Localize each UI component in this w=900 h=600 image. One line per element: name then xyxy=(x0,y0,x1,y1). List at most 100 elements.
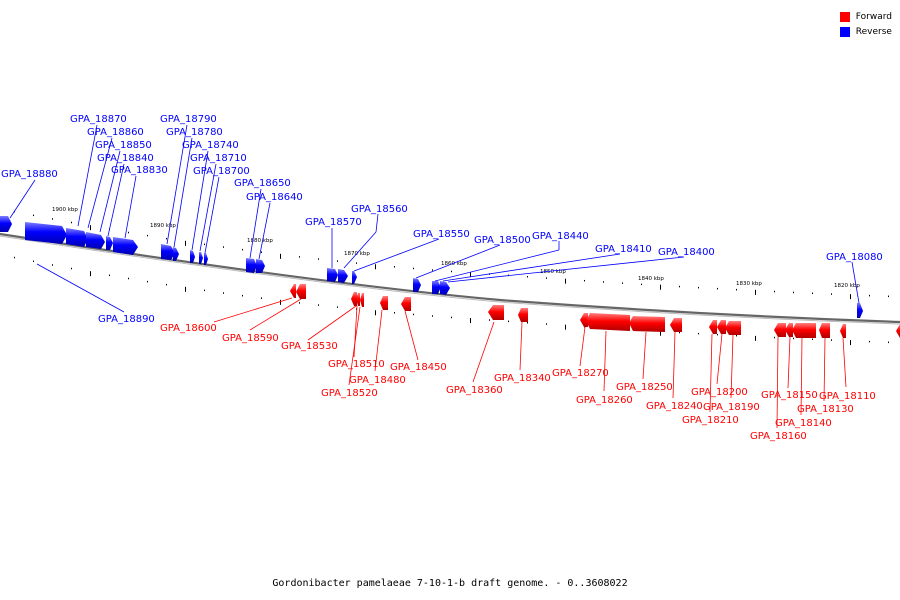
gene-label[interactable]: GPA_18260 xyxy=(576,395,633,406)
gene-arrow-forward[interactable] xyxy=(709,320,717,334)
gene-arrow-forward[interactable] xyxy=(792,323,816,338)
gene-label[interactable]: GPA_18150 xyxy=(761,390,818,401)
gene-arrow-forward[interactable] xyxy=(296,284,306,299)
gene-label[interactable]: GPA_18640 xyxy=(246,192,303,203)
gene-arrow-reverse[interactable] xyxy=(0,216,12,232)
tick-mark xyxy=(71,267,72,270)
gene-arrow-forward[interactable] xyxy=(785,323,793,337)
gene-arrow-reverse[interactable] xyxy=(432,281,441,294)
gene-label[interactable]: GPA_18840 xyxy=(97,153,154,164)
gene-arrow-forward[interactable] xyxy=(586,313,630,331)
gene-label[interactable]: GPA_18780 xyxy=(166,127,223,138)
gene-label[interactable]: GPA_18110 xyxy=(819,391,876,402)
gene-label[interactable]: GPA_18560 xyxy=(351,204,408,215)
forward-swatch xyxy=(839,11,850,22)
gene-arrow-reverse[interactable] xyxy=(161,244,175,260)
gene-label[interactable]: GPA_18480 xyxy=(349,375,406,386)
gene-label[interactable]: GPA_18740 xyxy=(182,140,239,151)
gene-arrow-forward[interactable] xyxy=(670,318,682,332)
gene-arrow-forward[interactable] xyxy=(290,284,296,298)
gene-arrow-forward[interactable] xyxy=(401,297,411,311)
gene-label[interactable]: GPA_18140 xyxy=(775,418,832,429)
gene-label[interactable]: GPA_18080 xyxy=(826,252,883,263)
gene-label[interactable]: GPA_18880 xyxy=(1,169,58,180)
gene-arrow-reverse[interactable] xyxy=(113,237,138,255)
gene-arrow-reverse[interactable] xyxy=(199,252,203,264)
major-ticks: 1900 kbp 1890 kbp 1880 kbp 1870 kbp 1860… xyxy=(52,207,860,289)
gene-arrow-reverse[interactable] xyxy=(413,278,421,292)
gene-arrow-forward[interactable] xyxy=(896,324,900,338)
tick-mark xyxy=(451,270,452,273)
gene-arrow-reverse[interactable] xyxy=(857,303,863,318)
gene-label[interactable]: GPA_18570 xyxy=(305,217,362,228)
gene-label[interactable]: GPA_18500 xyxy=(474,235,531,246)
gene-label[interactable]: GPA_18190 xyxy=(703,402,760,413)
gene-label[interactable]: GPA_18650 xyxy=(234,178,291,189)
legend-forward: Forward xyxy=(839,9,892,24)
gene-arrow-forward[interactable] xyxy=(717,320,726,334)
gene-label[interactable]: GPA_18520 xyxy=(321,388,378,399)
gene-arrow-reverse[interactable] xyxy=(256,259,265,273)
gene-arrow-forward[interactable] xyxy=(380,296,388,310)
gene-arrow-forward[interactable] xyxy=(518,308,528,322)
gene-label[interactable]: GPA_18870 xyxy=(70,114,127,125)
tick-mark xyxy=(147,234,148,237)
gene-label[interactable]: GPA_18440 xyxy=(532,231,589,242)
tick-label: 1880 kbp xyxy=(247,238,273,244)
gene-arrow-forward[interactable] xyxy=(351,292,357,306)
gene-arrow-forward[interactable] xyxy=(629,316,665,332)
gene-label[interactable]: GPA_18360 xyxy=(446,385,503,396)
gene-label[interactable]: GPA_18450 xyxy=(390,362,447,373)
gene-label[interactable]: GPA_18530 xyxy=(281,341,338,352)
gene-label[interactable]: GPA_18710 xyxy=(190,153,247,164)
gene-label[interactable]: GPA_18850 xyxy=(95,140,152,151)
gene-arrow-forward[interactable] xyxy=(580,313,588,327)
gene-arrow-reverse[interactable] xyxy=(190,250,195,263)
gene-label[interactable]: GPA_18410 xyxy=(595,244,652,255)
gene-label[interactable]: GPA_18270 xyxy=(552,368,609,379)
reverse-swatch xyxy=(839,26,850,37)
gene-arrow-reverse[interactable] xyxy=(352,271,357,284)
gene-arrow-reverse[interactable] xyxy=(86,232,105,249)
gene-label[interactable]: GPA_18510 xyxy=(328,359,385,370)
gene-arrow-reverse[interactable] xyxy=(327,268,338,282)
gene-label[interactable]: GPA_18830 xyxy=(111,165,168,176)
gene-label[interactable]: GPA_18240 xyxy=(646,401,703,412)
gene-arrow-forward[interactable] xyxy=(774,323,786,337)
gene-arrow-reverse[interactable] xyxy=(246,258,257,273)
gene-arrow-reverse[interactable] xyxy=(338,269,348,283)
tick-mark xyxy=(90,225,91,231)
gene-arrow-reverse[interactable] xyxy=(440,281,450,295)
tick-mark xyxy=(565,278,566,284)
tick-mark xyxy=(413,313,414,316)
gene-arrow-reverse[interactable] xyxy=(173,247,179,261)
gene-label[interactable]: GPA_18600 xyxy=(160,323,217,334)
gene-arrow-reverse[interactable] xyxy=(106,236,113,250)
gene-label[interactable]: GPA_18550 xyxy=(413,229,470,240)
gene-label[interactable]: GPA_18790 xyxy=(160,114,217,125)
gene-label[interactable]: GPA_18250 xyxy=(616,382,673,393)
gene-label[interactable]: GPA_18200 xyxy=(691,387,748,398)
gene-arrow-forward[interactable] xyxy=(360,293,364,307)
gene-arrow-forward[interactable] xyxy=(356,293,360,306)
gene-arrow-forward[interactable] xyxy=(819,323,830,338)
tick-mark xyxy=(888,295,889,298)
tick-mark xyxy=(679,285,680,288)
gene-arrow-forward[interactable] xyxy=(488,305,504,320)
gene-arrow-reverse[interactable] xyxy=(66,228,88,247)
gene-arrow-forward[interactable] xyxy=(725,321,741,335)
gene-arrow-reverse[interactable] xyxy=(204,253,208,265)
gene-label[interactable]: GPA_18860 xyxy=(87,127,144,138)
gene-label[interactable]: GPA_18160 xyxy=(750,431,807,442)
gene-label[interactable]: GPA_18340 xyxy=(494,373,551,384)
gene-label[interactable]: GPA_18210 xyxy=(682,415,739,426)
gene-label[interactable]: GPA_18890 xyxy=(98,314,155,325)
gene-arrow-reverse[interactable] xyxy=(25,222,67,244)
gene-label[interactable]: GPA_18400 xyxy=(658,247,715,258)
gene-label[interactable]: GPA_18700 xyxy=(193,166,250,177)
gene-arrow-forward[interactable] xyxy=(840,324,846,338)
gene-label[interactable]: GPA_18590 xyxy=(222,333,279,344)
legend-forward-label: Forward xyxy=(855,11,892,22)
gene-label[interactable]: GPA_18130 xyxy=(797,404,854,415)
